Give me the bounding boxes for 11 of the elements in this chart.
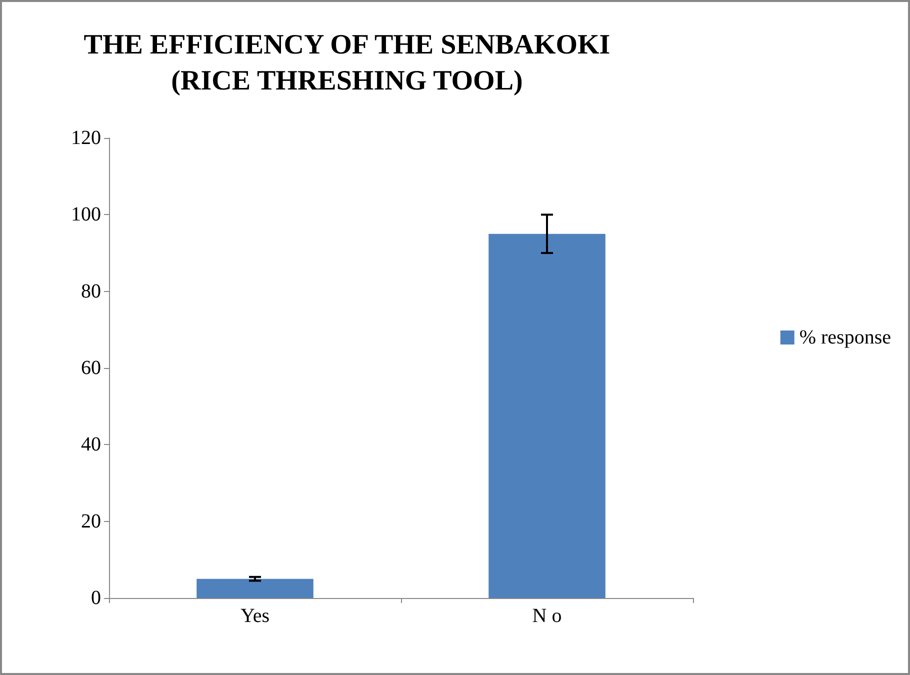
y-tick-label: 40 [81,434,101,456]
chart-title: THE EFFICIENCY OF THE SENBAKOKI (RICE THRESHING TOOL) [84,30,610,96]
y-tick-label: 0 [91,587,101,609]
legend-label: % response [799,326,892,348]
y-tick-label: 60 [81,357,101,379]
y-tick-label: 120 [71,127,101,149]
y-tick-label: 20 [81,510,101,532]
x-tick-label: N o [532,605,562,627]
y-tick-label: 100 [71,204,101,226]
y-tick-label: 80 [81,280,101,302]
x-tick-label: Yes [240,605,270,627]
